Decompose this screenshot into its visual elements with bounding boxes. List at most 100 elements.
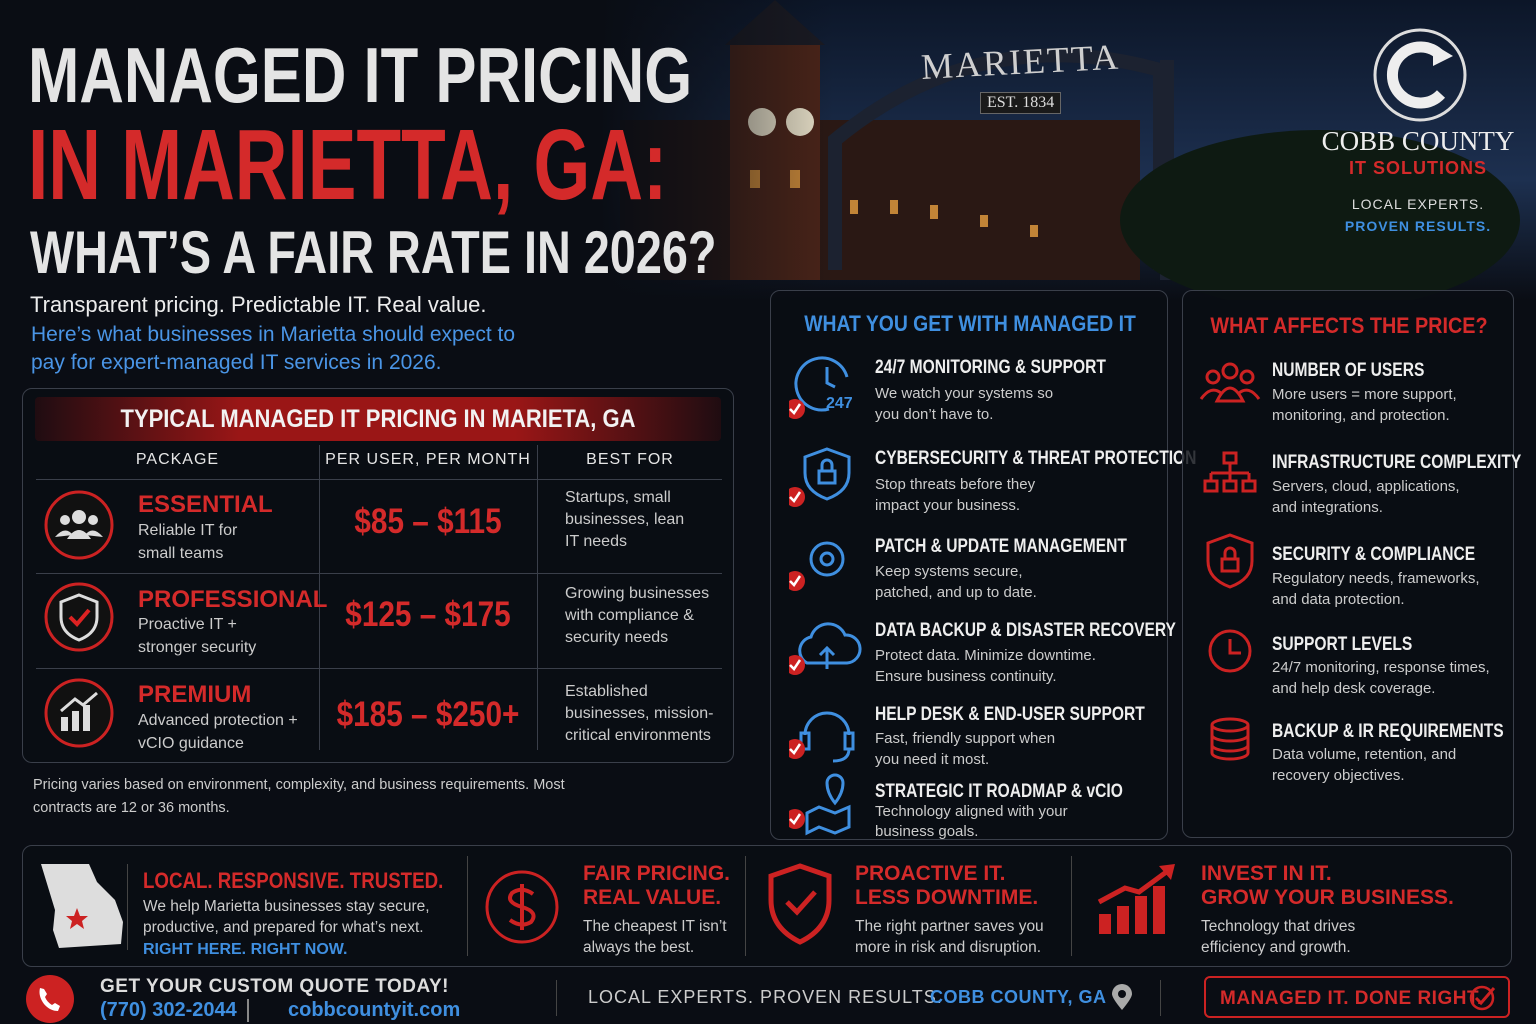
package-price: $85 – $115: [354, 502, 502, 541]
divider: [467, 856, 468, 956]
service-desc: We watch your systems so you don’t have …: [875, 385, 1054, 423]
title-line2: IN MARIETTA, GA:: [28, 109, 668, 221]
service-title: STRATEGIC IT ROADMAP & vCIO: [875, 781, 1123, 802]
divider: [745, 856, 746, 956]
factor-title: SUPPORT LEVELS: [1272, 634, 1413, 655]
divider: [36, 573, 722, 574]
phone-icon: [26, 975, 74, 1023]
benefit-title: REAL VALUE.: [583, 886, 722, 909]
factor-desc: Data volume, retention, and recovery obj…: [1272, 746, 1457, 784]
factor-title: BACKUP & IR REQUIREMENTS: [1272, 721, 1504, 742]
factor-desc: Regulatory needs, frameworks, and data p…: [1272, 570, 1480, 608]
factors-panel: WHAT AFFECTS THE PRICE? NUMBER OF USERS …: [1182, 290, 1521, 838]
package-price: $185 – $250+: [336, 695, 520, 734]
pricing-note: Pricing varies based on environment, com…: [33, 777, 565, 816]
factor-title: INFRASTRUCTURE COMPLEXITY: [1272, 452, 1522, 473]
footer-badge: MANAGED IT. DONE RIGHT.: [1220, 988, 1483, 1009]
best-for: Growing businesses with compliance & sec…: [565, 585, 710, 646]
package-desc: Advanced protection + vCIO guidance: [138, 712, 298, 752]
pricing-title: TYPICAL MANAGED IT PRICING IN MARIETA, G…: [120, 405, 636, 433]
service-icon-label: 247: [826, 395, 853, 412]
column-header: PER USER, PER MONTH: [325, 451, 531, 468]
package-name: PREMIUM: [138, 681, 252, 708]
best-for: Startups, small businesses, lean IT need…: [565, 489, 685, 550]
georgia-map: [41, 864, 123, 948]
factor-title: SECURITY & COMPLIANCE: [1272, 544, 1476, 565]
service-desc: Protect data. Minimize downtime. Ensure …: [875, 647, 1096, 685]
title-line3: WHAT’S A FAIR RATE IN 2026?: [30, 219, 717, 286]
best-for: Established businesses, mission-critical…: [565, 683, 714, 744]
factor-title: NUMBER OF USERS: [1272, 360, 1425, 381]
service-title: DATA BACKUP & DISASTER RECOVERY: [875, 620, 1176, 641]
check-icon: [1469, 985, 1496, 1011]
benefit-title: LOCAL. RESPONSIVE. TRUSTED.: [143, 868, 444, 893]
service-desc: Fast, friendly support when you need it …: [875, 730, 1056, 768]
sign-est: EST. 1834: [980, 92, 1062, 114]
factors-title: WHAT AFFECTS THE PRICE?: [1210, 313, 1488, 338]
brand-slogan: PROVEN RESULTS.: [1344, 218, 1492, 234]
service-title: 24/7 MONITORING & SUPPORT: [875, 357, 1106, 378]
brand-name: COBB COUNTY: [1321, 126, 1515, 156]
benefit-desc: Technology that drives efficiency and gr…: [1201, 918, 1356, 956]
divider: [127, 864, 128, 950]
benefit-accent: RIGHT HERE. RIGHT NOW.: [143, 941, 348, 958]
footer-slogan: LOCAL EXPERTS. PROVEN RESULTS.: [588, 987, 943, 1007]
divider: [1071, 856, 1072, 956]
badge-frame: [1204, 976, 1510, 1018]
benefit-title: INVEST IN IT.: [1201, 862, 1332, 885]
package-icon: [44, 582, 114, 652]
service-title: PATCH & UPDATE MANAGEMENT: [875, 536, 1127, 557]
factor-desc: 24/7 monitoring, response times, and hel…: [1272, 659, 1490, 697]
benefit-icon: [485, 870, 559, 944]
service-title: HELP DESK & END-USER SUPPORT: [875, 704, 1145, 725]
services-title: WHAT YOU GET WITH MANAGED IT: [804, 311, 1136, 336]
benefit-desc: The cheapest IT isn’t always the best.: [583, 918, 727, 956]
benefit-title: PROACTIVE IT.: [855, 862, 1006, 885]
brand-sub: IT SOLUTIONS: [1349, 158, 1487, 178]
column-header: BEST FOR: [586, 451, 674, 468]
divider: [36, 479, 722, 480]
intro: Here’s what businesses in Marietta shoul…: [31, 323, 516, 374]
package-price: $125 – $175: [345, 595, 511, 634]
footer-location: COBB COUNTY, GA: [930, 987, 1107, 1007]
factor-desc: More users = more support, monitoring, a…: [1272, 386, 1457, 424]
package-desc: Reliable IT for small teams: [138, 522, 238, 562]
tagline: Transparent pricing. Predictable IT. Rea…: [30, 292, 487, 317]
service-desc: Technology aligned with your business go…: [875, 803, 1068, 840]
brand-logo: [1373, 28, 1467, 122]
divider: [36, 668, 722, 669]
footer-cta: GET YOUR CUSTOM QUOTE TODAY!: [100, 976, 450, 997]
divider: [556, 980, 557, 1016]
package-desc: Proactive IT + stronger security: [138, 616, 257, 656]
service-icons: [789, 356, 862, 836]
benefits-panel: LOCAL. RESPONSIVE. TRUSTED. We help Mari…: [22, 845, 1512, 967]
brand-slogan: LOCAL EXPERTS.: [1351, 196, 1485, 212]
divider: [319, 445, 320, 750]
service-desc: Keep systems secure, patched, and up to …: [875, 563, 1037, 601]
factor-desc: Servers, cloud, applications, and integr…: [1272, 478, 1460, 516]
pricing-panel: TYPICAL MANAGED IT PRICING IN MARIETA, G…: [22, 388, 734, 763]
benefit-title: FAIR PRICING.: [583, 862, 731, 885]
pin-icon: [1112, 984, 1132, 1010]
services-panel: WHAT YOU GET WITH MANAGED IT 247 24/7 MO…: [770, 290, 1196, 840]
service-desc: Stop threats before they impact your bus…: [875, 476, 1036, 514]
footer-website[interactable]: cobbcountyit.com: [288, 999, 461, 1021]
service-title: CYBERSECURITY & THREAT PROTECTION: [875, 448, 1197, 469]
column-header: PACKAGE: [135, 451, 220, 468]
divider: [1160, 980, 1161, 1016]
package-name: ESSENTIAL: [138, 491, 273, 518]
benefit-icon: [768, 863, 832, 945]
footer-phone[interactable]: (770) 302-2044: [100, 999, 249, 1022]
benefit-icon: [1097, 864, 1175, 934]
pricing-title-bar: [35, 397, 721, 441]
factor-icons: [1199, 362, 1261, 761]
benefit-title: GROW YOUR BUSINESS.: [1201, 886, 1454, 909]
marietta-photo: [600, 0, 1536, 300]
benefit-desc: The right partner saves you more in risk…: [855, 918, 1044, 956]
package-icon: [44, 490, 114, 560]
divider: [537, 445, 538, 750]
benefit-title: LESS DOWNTIME.: [855, 886, 1039, 909]
title-line1: MANAGED IT PRICING: [28, 31, 693, 119]
benefit-desc: We help Marietta businesses stay secure,…: [143, 898, 430, 936]
